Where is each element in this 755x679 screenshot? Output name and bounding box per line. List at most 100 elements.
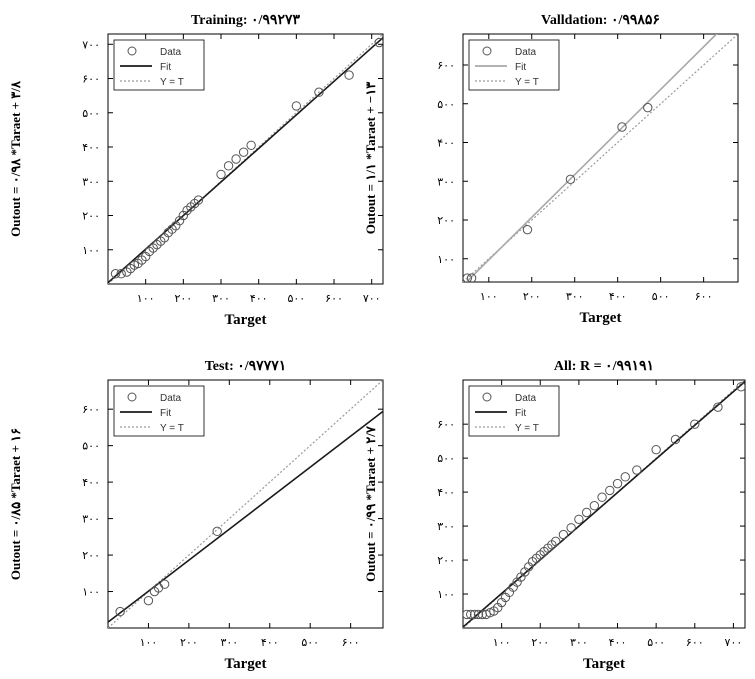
legend-data-marker (127, 392, 137, 402)
x-tick-label: ۳۰۰ (220, 636, 238, 649)
x-tick-label: ۱۰۰ (493, 636, 511, 649)
x-tick-label: ۵۰۰ (652, 290, 670, 303)
x-tick-label: ۷۰۰ (363, 292, 381, 305)
legend-box (113, 39, 205, 91)
y-tick-label: ۲۰۰ (437, 554, 455, 567)
fit-line (463, 380, 745, 628)
data-point (216, 169, 226, 180)
data-point (565, 174, 576, 185)
y-axis-label: Outout = ۱/۱ *Taraet + −۱۳ (363, 82, 378, 235)
legend: Data Fit Y = T (113, 385, 205, 437)
data-point (466, 609, 476, 620)
data-point (581, 507, 592, 518)
legend: Data Fit Y = T (113, 39, 205, 91)
y-axis-label: Outout = ۰/۸۵ *Taraet + ۱۶ (8, 428, 23, 580)
data-point (212, 526, 222, 537)
panel-validation: ۱۰۰ ۲۰۰ ۳۰۰ ۴۰۰ ۵۰۰ ۶۰۰ ۱۰۰ ۲۰۰ ۳۰۰ ۴۰۰ ۵۰۰ ۶۰۰ Vall… (363, 13, 739, 326)
data-point (612, 478, 623, 489)
y-tick-label: ۱۰۰ (82, 586, 100, 599)
y-tick-label: ۳۰۰ (437, 520, 455, 533)
x-tick-label: ۲۰۰ (523, 290, 541, 303)
data-point (246, 140, 256, 151)
data-point (344, 70, 354, 80)
legend-label-identity: Y = T (160, 77, 184, 88)
x-tick-label: ۳۰۰ (212, 292, 230, 305)
y-tick-label: ۵۰۰ (437, 98, 455, 111)
y-tick-label: ۳۰۰ (82, 175, 100, 188)
data-point (713, 402, 723, 412)
data-point (469, 609, 480, 620)
chart-title: Valldation: ۰/۹۹۸۵۶ (541, 13, 660, 28)
x-axis-label: Target (225, 312, 267, 328)
y-tick-label: ۶۰۰ (437, 59, 455, 72)
data-point (605, 485, 615, 496)
legend-label-identity: Y = T (515, 423, 539, 434)
plot-area (463, 380, 745, 628)
chart-title: Training: ۰/۹۹۲۷۳ (191, 13, 301, 28)
legend-data-marker (482, 392, 492, 402)
y-tick-label: ۲۰۰ (82, 549, 100, 562)
x-tick-label: ۶۰۰ (325, 292, 343, 305)
y-tick-label: ۴۰۰ (437, 137, 455, 150)
data-point (116, 269, 126, 279)
x-tick-label: ۴۰۰ (609, 290, 627, 303)
x-tick-label: ۳۰۰ (570, 636, 588, 649)
data-point (115, 606, 125, 617)
x-tick-label: ۲۰۰ (174, 292, 192, 305)
data-point (651, 444, 661, 455)
chart-title: Test: ۰/۹۷۷۷۱ (205, 359, 287, 374)
data-point (473, 609, 484, 620)
data-point (314, 87, 324, 97)
data-point (110, 269, 121, 279)
panel-test: ۱۰۰ ۲۰۰ ۳۰۰ ۴۰۰ ۵۰۰ ۶۰۰ ۱۰۰ ۲۰۰ ۳۰۰ ۴۰۰ ۵۰۰ ۶۰۰ Test… (8, 359, 384, 672)
legend-label-identity: Y = T (515, 77, 539, 88)
plot-area (108, 34, 383, 284)
x-tick-label: ۴۰۰ (609, 636, 627, 649)
legend-box (468, 385, 560, 437)
data-point (522, 224, 533, 235)
data-point (632, 465, 642, 475)
data-point (620, 472, 630, 482)
x-tick-label: ۶۰۰ (686, 636, 704, 649)
legend-label-fit: Fit (515, 408, 526, 419)
y-axis-label: Outout = ۰/۹۹ *Taraet + ۲/۷ (363, 425, 378, 582)
data-point (193, 195, 204, 205)
y-tick-label: ۵۰۰ (437, 452, 455, 465)
data-point (670, 434, 681, 445)
y-tick-label: ۵۰۰ (82, 107, 100, 120)
legend-label-fit: Fit (160, 408, 171, 419)
x-tick-label: ۴۰۰ (261, 636, 279, 649)
x-tick-label: ۵۰۰ (301, 636, 319, 649)
x-tick-label: ۶۰۰ (695, 290, 713, 303)
y-tick-label: ۷۰۰ (82, 38, 100, 51)
data-point (589, 500, 600, 511)
data-point (736, 382, 745, 392)
plot-area (108, 380, 383, 628)
x-tick-label: ۵۰۰ (287, 292, 305, 305)
x-tick-label: ۷۰۰ (725, 636, 743, 649)
x-tick-label: ۱۰۰ (140, 636, 158, 649)
x-tick-label: ۲۰۰ (531, 636, 549, 649)
x-tick-label: ۱۰۰ (480, 290, 498, 303)
y-tick-label: ۶۰۰ (82, 403, 100, 416)
y-tick-label: ۳۰۰ (437, 175, 455, 188)
y-tick-label: ۴۰۰ (437, 486, 455, 499)
y-tick-label: ۱۰۰ (82, 244, 100, 257)
chart-title: All: R = ۰/۹۹۱۹۱ (554, 359, 654, 374)
y-tick-label: ۳۰۰ (82, 513, 100, 526)
y-tick-label: ۴۰۰ (82, 476, 100, 489)
data-point (374, 37, 383, 48)
y-axis-label: Outout = ۰/۹۸ *Taraet + ۳/۸ (8, 80, 23, 237)
data-point (558, 529, 569, 540)
legend-label-data: Data (515, 47, 537, 58)
x-tick-label: ۶۰۰ (342, 636, 360, 649)
legend-label-fit: Fit (160, 62, 171, 73)
data-point (159, 579, 170, 589)
data-point (566, 523, 576, 533)
x-tick-label: ۳۰۰ (566, 290, 584, 303)
legend-data-marker (482, 46, 492, 56)
data-point (690, 419, 700, 429)
x-axis-label: Target (580, 310, 622, 326)
legend: Data Fit Y = T (468, 39, 560, 91)
y-tick-label: ۶۰۰ (82, 73, 100, 86)
